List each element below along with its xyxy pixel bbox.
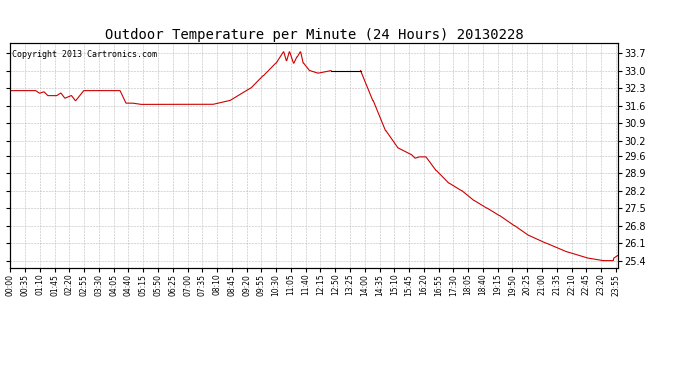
Text: Copyright 2013 Cartronics.com: Copyright 2013 Cartronics.com [12, 50, 157, 59]
Title: Outdoor Temperature per Minute (24 Hours) 20130228: Outdoor Temperature per Minute (24 Hours… [105, 28, 523, 42]
